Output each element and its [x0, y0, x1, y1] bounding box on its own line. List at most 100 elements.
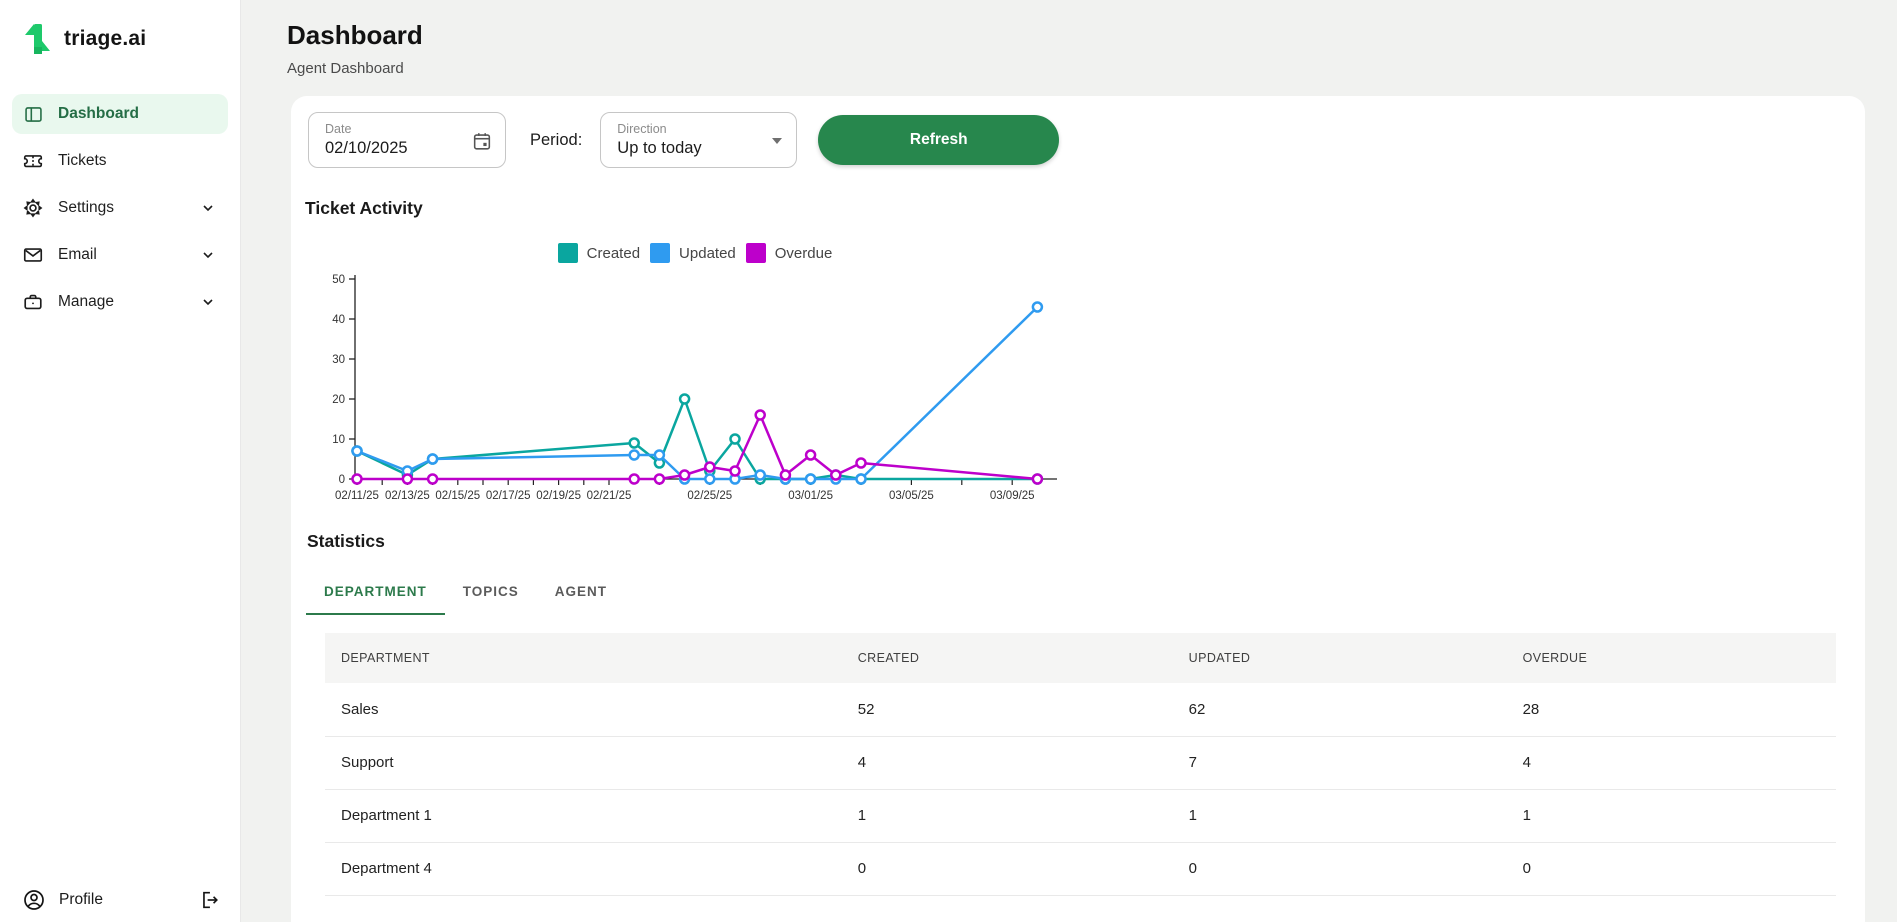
sidebar-item-label: Dashboard: [58, 105, 216, 123]
column-header-updated: UPDATED: [1173, 633, 1507, 683]
table-row[interactable]: Department 1 1 1 1: [325, 789, 1836, 842]
tab-agent[interactable]: AGENT: [537, 572, 625, 615]
cell-created: 0: [842, 842, 1173, 895]
date-input[interactable]: Date 02/10/2025: [308, 112, 506, 168]
direction-select-label: Direction: [617, 122, 782, 136]
content-panel: Date 02/10/2025 Period: Direction Up to …: [291, 96, 1865, 922]
legend-item-updated: Updated: [650, 243, 736, 263]
sidebar-item-settings[interactable]: Settings: [12, 188, 228, 228]
chart-legend: Created Updated Overdue: [315, 241, 1075, 265]
cell-updated: 7: [1173, 736, 1507, 789]
sidebar-item-tickets[interactable]: Tickets: [12, 141, 228, 181]
cell-department: Sales: [325, 683, 842, 736]
svg-text:02/21/25: 02/21/25: [587, 490, 632, 502]
svg-text:0: 0: [339, 474, 345, 486]
logout-icon[interactable]: [198, 889, 220, 911]
cell-department: Department 4: [325, 842, 842, 895]
svg-text:03/05/25: 03/05/25: [889, 490, 934, 502]
date-input-label: Date: [325, 122, 491, 136]
cell-updated: 1: [1173, 789, 1507, 842]
gear-icon: [22, 197, 44, 219]
legend-label: Overdue: [775, 245, 833, 262]
cell-created: 1: [842, 789, 1173, 842]
main-area: Dashboard Agent Dashboard Date 02/10/202…: [241, 0, 1897, 922]
ticket-icon: [22, 150, 44, 172]
sidebar-footer: Profile: [0, 888, 240, 912]
select-caret-icon: [772, 138, 782, 144]
sidebar-item-dashboard[interactable]: Dashboard: [12, 94, 228, 134]
svg-text:02/13/25: 02/13/25: [385, 490, 430, 502]
column-header-overdue: OVERDUE: [1507, 633, 1836, 683]
svg-text:20: 20: [332, 394, 345, 406]
svg-text:02/17/25: 02/17/25: [486, 490, 531, 502]
legend-label: Created: [587, 245, 640, 262]
cell-created: 4: [842, 736, 1173, 789]
cell-created: 52: [842, 683, 1173, 736]
briefcase-icon: [22, 291, 44, 313]
stats-tabs: DEPARTMENT TOPICS AGENT: [306, 572, 1865, 615]
cell-department: Support: [325, 736, 842, 789]
chevron-down-icon: [200, 247, 216, 263]
profile-label: Profile: [59, 891, 103, 909]
page-subtitle: Agent Dashboard: [287, 60, 1897, 77]
column-header-created: CREATED: [842, 633, 1173, 683]
chevron-down-icon: [200, 294, 216, 310]
dashboard-icon: [22, 103, 44, 125]
svg-text:02/15/25: 02/15/25: [435, 490, 480, 502]
cell-overdue: 1: [1507, 789, 1836, 842]
direction-select[interactable]: Direction Up to today: [600, 112, 797, 168]
svg-text:30: 30: [332, 354, 345, 366]
svg-text:50: 50: [332, 274, 345, 286]
cell-overdue: 28: [1507, 683, 1836, 736]
envelope-icon: [22, 244, 44, 266]
legend-label: Updated: [679, 245, 736, 262]
updated-swatch: [650, 243, 670, 263]
table-row[interactable]: Support 4 7 4: [325, 736, 1836, 789]
period-label: Period:: [530, 131, 582, 150]
cell-overdue: 0: [1507, 842, 1836, 895]
brand-row: triage.ai: [0, 0, 240, 58]
refresh-button[interactable]: Refresh: [818, 115, 1059, 165]
table-row[interactable]: Sales 52 62 28: [325, 683, 1836, 736]
svg-text:40: 40: [332, 314, 345, 326]
legend-item-created: Created: [558, 243, 640, 263]
svg-text:02/11/25: 02/11/25: [335, 490, 379, 502]
svg-text:03/01/25: 03/01/25: [788, 490, 833, 502]
cell-updated: 62: [1173, 683, 1507, 736]
cell-overdue: 4: [1507, 736, 1836, 789]
filter-bar: Date 02/10/2025 Period: Direction Up to …: [308, 112, 1865, 168]
svg-text:03/09/25: 03/09/25: [990, 490, 1035, 502]
chevron-down-icon: [200, 200, 216, 216]
page-title: Dashboard: [287, 20, 1897, 51]
table-header-row: DEPARTMENT CREATED UPDATED OVERDUE: [325, 633, 1836, 683]
sidebar-nav: Dashboard Tickets Settings: [0, 94, 240, 322]
ticket-activity-chart: 0 10 20 30 40 50 02/11/25 02/13/25 02/15/25 02/17…: [315, 267, 1075, 505]
sidebar-item-label: Tickets: [58, 152, 216, 170]
date-input-value: 02/10/2025: [325, 139, 491, 158]
chart-section-title: Ticket Activity: [305, 198, 1865, 219]
brand-name: triage.ai: [64, 27, 146, 51]
sidebar-item-label: Manage: [58, 293, 200, 311]
sidebar-item-email[interactable]: Email: [12, 235, 228, 275]
cell-department: Department 1: [325, 789, 842, 842]
chart-area: Created Updated Overdue 0 10 20 30 40 50 02/11…: [315, 241, 1075, 505]
sidebar-item-manage[interactable]: Manage: [12, 282, 228, 322]
sidebar: triage.ai Dashboard Tickets: [0, 0, 241, 922]
sidebar-item-label: Email: [58, 246, 200, 264]
tab-department[interactable]: DEPARTMENT: [306, 572, 445, 615]
svg-text:02/25/25: 02/25/25: [687, 490, 732, 502]
svg-text:02/19/25: 02/19/25: [536, 490, 581, 502]
svg-text:10: 10: [332, 434, 345, 446]
legend-item-overdue: Overdue: [746, 243, 833, 263]
created-swatch: [558, 243, 578, 263]
cell-updated: 0: [1173, 842, 1507, 895]
department-stats-table: DEPARTMENT CREATED UPDATED OVERDUE Sales…: [325, 633, 1836, 896]
profile-button[interactable]: Profile: [22, 888, 198, 912]
page-header: Dashboard Agent Dashboard: [241, 0, 1897, 96]
calendar-icon[interactable]: [471, 130, 493, 152]
stats-section-title: Statistics: [307, 531, 1865, 552]
table-row[interactable]: Department 4 0 0 0: [325, 842, 1836, 895]
sidebar-item-label: Settings: [58, 199, 200, 217]
tab-topics[interactable]: TOPICS: [445, 572, 537, 615]
column-header-department: DEPARTMENT: [325, 633, 842, 683]
